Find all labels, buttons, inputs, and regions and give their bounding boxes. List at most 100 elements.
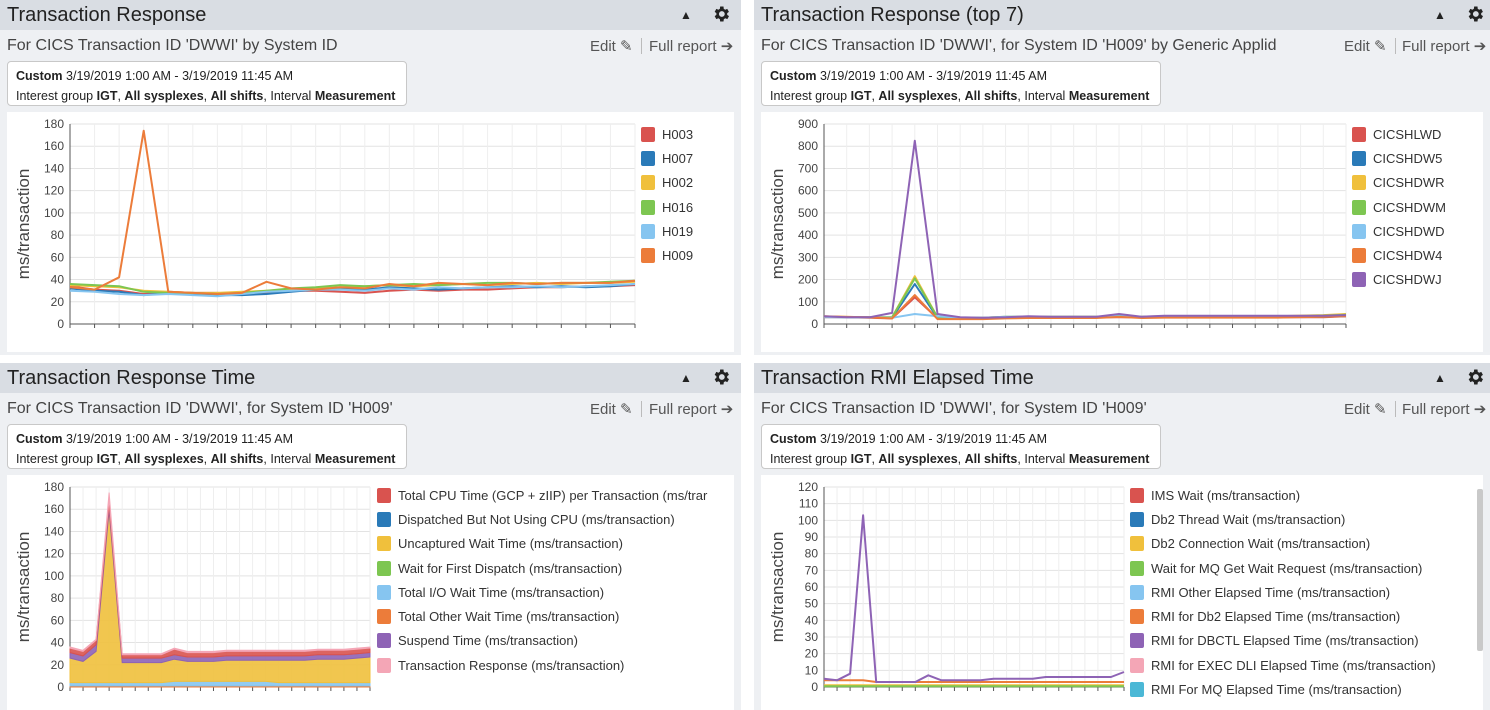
legend-swatch: [1130, 536, 1144, 552]
edit-link[interactable]: Edit ✎: [1344, 37, 1387, 55]
line-series[interactable]: [824, 679, 1124, 683]
y-axis-title: ms/transaction: [14, 169, 33, 280]
legend-item[interactable]: CICSHLWD: [1352, 122, 1472, 146]
legend-item[interactable]: H007: [641, 146, 731, 170]
legend-item[interactable]: Wait for First Dispatch (ms/transaction): [377, 556, 717, 580]
legend-item[interactable]: Total Other Wait Time (ms/transaction): [377, 604, 717, 628]
legend-label: CICSHDWD: [1373, 223, 1445, 239]
edit-label: Edit: [590, 38, 616, 55]
legend-swatch: [1352, 175, 1366, 191]
legend-item[interactable]: H009: [641, 243, 731, 267]
legend-item[interactable]: CICSHDWD: [1352, 219, 1472, 243]
legend-swatch: [641, 175, 655, 191]
full-report-link[interactable]: Full report ➔: [1402, 37, 1486, 55]
legend-swatch: [641, 126, 655, 142]
line-series[interactable]: [823, 275, 1347, 319]
panel-transaction-response-top7: Transaction Response (top 7) ▲ For CICS …: [754, 0, 1490, 355]
legend-item[interactable]: H003: [641, 122, 731, 146]
legend-item[interactable]: Transaction Response (ms/transaction): [377, 653, 717, 677]
gear-icon[interactable]: [1465, 4, 1485, 24]
info-interest-label: Interest group: [16, 89, 94, 103]
gear-icon[interactable]: [711, 4, 731, 24]
panel-transaction-rmi-elapsed-time: Transaction RMI Elapsed Time ▲ For CICS …: [754, 363, 1490, 710]
report-info-box: Custom 3/19/2019 1:00 AM - 3/19/2019 11:…: [7, 61, 407, 106]
info-interval-label: Interval: [1024, 89, 1066, 103]
legend-swatch: [1130, 682, 1144, 698]
edit-link[interactable]: Edit ✎: [590, 400, 633, 418]
legend-label: CICSHDW5: [1373, 150, 1443, 166]
full-report-link[interactable]: Full report ➔: [1402, 400, 1486, 418]
link-divider: [1395, 38, 1396, 54]
panel-header: Transaction Response ▲: [0, 0, 741, 30]
y-tick-label: 400: [798, 228, 818, 242]
legend-swatch: [377, 633, 391, 649]
info-shifts: All shifts: [964, 89, 1018, 103]
panel-title: Transaction Response: [7, 4, 207, 26]
legend-item[interactable]: CICSHDWJ: [1352, 268, 1472, 292]
area-series[interactable]: [69, 492, 371, 656]
legend-item[interactable]: Suspend Time (ms/transaction): [377, 629, 717, 653]
legend-item[interactable]: Db2 Thread Wait (ms/transaction): [1130, 507, 1475, 531]
line-series[interactable]: [823, 514, 1125, 683]
line-series[interactable]: [823, 277, 1347, 319]
y-tick-label: 40: [805, 613, 819, 627]
arrow-right-circle-icon: ➔: [720, 38, 734, 55]
arrow-right-circle-icon: ➔: [1473, 38, 1487, 55]
panel-header: Transaction RMI Elapsed Time ▲: [754, 363, 1490, 393]
legend-item[interactable]: Dispatched But Not Using CPU (ms/transac…: [377, 507, 717, 531]
collapse-icon[interactable]: ▲: [680, 371, 692, 385]
line-series[interactable]: [823, 139, 1347, 319]
legend-item[interactable]: H019: [641, 219, 731, 243]
legend-item[interactable]: Total CPU Time (GCP + zIIP) per Transact…: [377, 483, 717, 507]
gear-icon[interactable]: [1465, 367, 1485, 387]
legend-item[interactable]: H002: [641, 171, 731, 195]
legend-swatch: [377, 536, 391, 552]
line-series[interactable]: [69, 283, 636, 298]
legend-label: H002: [662, 175, 694, 191]
y-tick-label: 10: [805, 663, 819, 677]
edit-link[interactable]: Edit ✎: [1344, 400, 1387, 418]
legend-item[interactable]: Total I/O Wait Time (ms/transaction): [377, 580, 717, 604]
panel-subtitle: For CICS Transaction ID 'DWWI', for Syst…: [7, 400, 393, 417]
edit-link[interactable]: Edit ✎: [590, 37, 633, 55]
collapse-icon[interactable]: ▲: [680, 8, 692, 22]
y-tick-label: 100: [44, 206, 64, 220]
legend-item[interactable]: CICSHDW4: [1352, 243, 1472, 267]
gear-icon[interactable]: [711, 367, 731, 387]
legend-item[interactable]: Wait for MQ Get Wait Request (ms/transac…: [1130, 556, 1475, 580]
legend-item[interactable]: RMI Other Elapsed Time (ms/transaction): [1130, 580, 1475, 604]
legend-item[interactable]: RMI for EXEC DLI Elapsed Time (ms/transa…: [1130, 653, 1475, 677]
report-info-box: Custom 3/19/2019 1:00 AM - 3/19/2019 11:…: [7, 424, 407, 469]
link-divider: [641, 38, 642, 54]
legend-swatch: [641, 248, 655, 264]
legend-scrollbar[interactable]: [1477, 489, 1483, 651]
legend-item[interactable]: CICSHDW5: [1352, 146, 1472, 170]
legend-swatch: [1130, 487, 1144, 503]
line-series[interactable]: [823, 294, 1347, 321]
legend-item[interactable]: CICSHDWM: [1352, 195, 1472, 219]
legend-item[interactable]: Db2 Connection Wait (ms/transaction): [1130, 532, 1475, 556]
collapse-icon[interactable]: ▲: [1434, 8, 1446, 22]
y-tick-label: 60: [51, 613, 65, 627]
legend-label: H019: [662, 223, 694, 239]
y-tick-label: 120: [44, 547, 64, 561]
y-tick-label: 20: [805, 647, 819, 661]
legend-item[interactable]: CICSHDWR: [1352, 171, 1472, 195]
legend-item[interactable]: IMS Wait (ms/transaction): [1130, 483, 1475, 507]
legend-item[interactable]: RMI for Db2 Elapsed Time (ms/transaction…: [1130, 604, 1475, 628]
legend-item[interactable]: RMI For MQ Elapsed Time (ms/transaction): [1130, 677, 1475, 701]
legend-item[interactable]: H016: [641, 195, 731, 219]
edit-label: Edit: [1344, 38, 1370, 55]
collapse-icon[interactable]: ▲: [1434, 371, 1446, 385]
panel-header: Transaction Response Time ▲: [0, 363, 741, 393]
edit-icon: ✎: [1374, 401, 1387, 418]
y-tick-label: 800: [798, 139, 818, 153]
legend-item[interactable]: RMI for DBCTL Elapsed Time (ms/transacti…: [1130, 629, 1475, 653]
legend-swatch: [1352, 126, 1366, 142]
chart-legend: Total CPU Time (GCP + zIIP) per Transact…: [377, 483, 717, 677]
full-report-link[interactable]: Full report ➔: [649, 37, 733, 55]
full-report-link[interactable]: Full report ➔: [649, 400, 733, 418]
legend-item[interactable]: Uncaptured Wait Time (ms/transaction): [377, 532, 717, 556]
line-series[interactable]: [69, 129, 636, 295]
chart-legend: H003 H007 H002 H016 H019 H009: [641, 122, 731, 268]
